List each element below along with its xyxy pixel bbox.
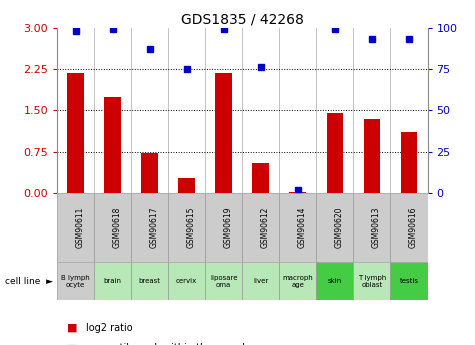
Text: cervix: cervix <box>176 278 197 284</box>
Text: GSM90613: GSM90613 <box>372 207 381 248</box>
Text: GSM90618: GSM90618 <box>113 207 122 248</box>
Text: cell line  ►: cell line ► <box>5 277 53 286</box>
Text: GSM90615: GSM90615 <box>187 207 196 248</box>
Bar <box>205 262 242 300</box>
Text: ■: ■ <box>66 344 77 345</box>
Text: liposare
oma: liposare oma <box>210 275 238 288</box>
Bar <box>178 178 195 193</box>
Text: log2 ratio: log2 ratio <box>86 323 132 333</box>
Text: GSM90619: GSM90619 <box>224 207 233 248</box>
Bar <box>141 153 158 193</box>
Text: GSM90616: GSM90616 <box>409 207 418 248</box>
Bar <box>94 262 131 300</box>
Bar <box>94 193 131 262</box>
Bar <box>57 193 94 262</box>
Title: GDS1835 / 42268: GDS1835 / 42268 <box>181 12 304 27</box>
Text: GSM90612: GSM90612 <box>261 207 270 248</box>
Text: breast: breast <box>139 278 161 284</box>
Bar <box>168 262 205 300</box>
Bar <box>316 193 353 262</box>
Bar <box>242 262 279 300</box>
Bar <box>279 262 316 300</box>
Bar <box>400 132 418 193</box>
Bar <box>279 193 316 262</box>
Text: GSM90620: GSM90620 <box>335 207 344 248</box>
Text: testis: testis <box>399 278 418 284</box>
Text: liver: liver <box>253 278 268 284</box>
Bar <box>67 73 84 193</box>
Bar <box>289 192 306 193</box>
Bar <box>242 193 279 262</box>
Text: GSM90611: GSM90611 <box>76 207 85 248</box>
Bar <box>104 97 121 193</box>
Text: skin: skin <box>328 278 342 284</box>
Text: ■: ■ <box>66 323 77 333</box>
Text: percentile rank within the sample: percentile rank within the sample <box>86 344 250 345</box>
Bar <box>390 193 428 262</box>
Bar <box>131 262 168 300</box>
Text: T lymph
oblast: T lymph oblast <box>358 275 386 288</box>
Bar <box>131 193 168 262</box>
Text: GSM90614: GSM90614 <box>298 207 307 248</box>
Text: macroph
age: macroph age <box>283 275 313 288</box>
Bar <box>168 193 205 262</box>
Bar <box>353 193 390 262</box>
Text: brain: brain <box>104 278 122 284</box>
Text: B lymph
ocyte: B lymph ocyte <box>61 275 90 288</box>
Bar <box>205 193 242 262</box>
Bar <box>57 262 94 300</box>
Bar <box>353 262 390 300</box>
Bar <box>390 262 428 300</box>
Bar <box>326 112 343 193</box>
Bar <box>316 262 353 300</box>
Text: GSM90617: GSM90617 <box>150 207 159 248</box>
Bar <box>252 163 269 193</box>
Bar <box>363 119 380 193</box>
Bar <box>215 73 232 193</box>
